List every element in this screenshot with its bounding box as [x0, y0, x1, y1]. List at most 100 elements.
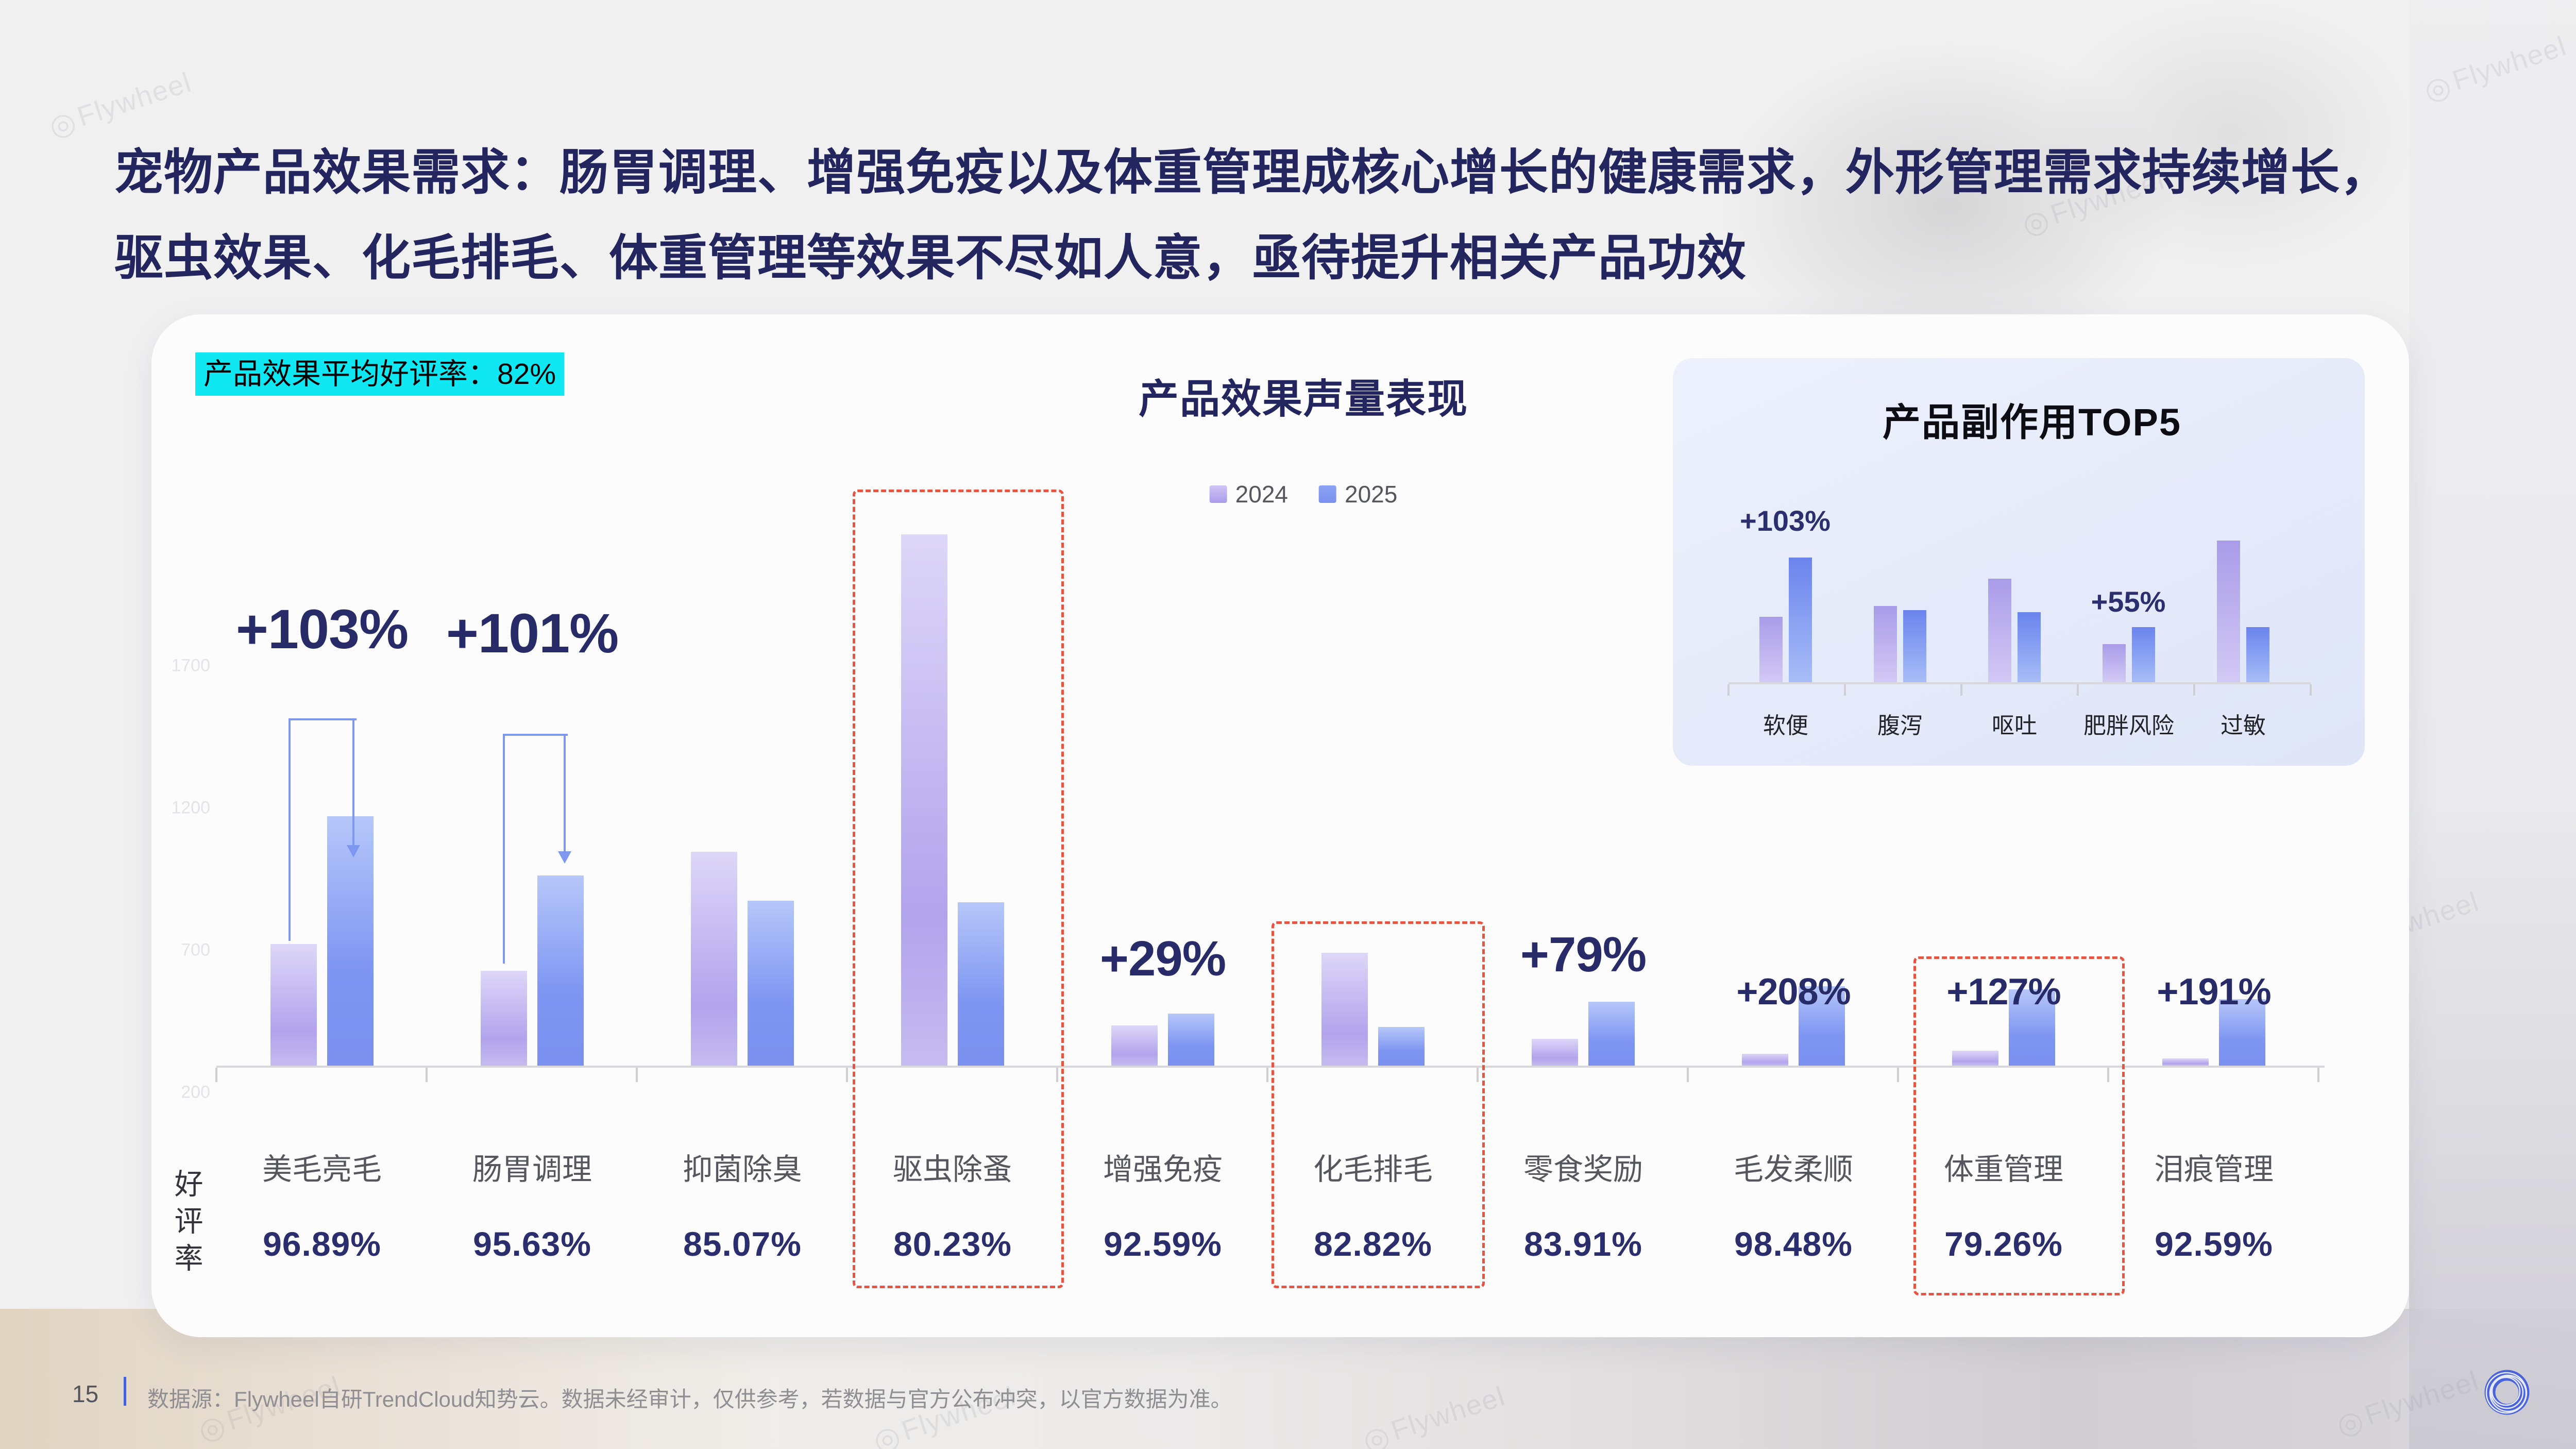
legend: 2024 2025: [1209, 480, 1397, 508]
bar-2024-毛发柔顺: [1742, 1054, 1788, 1066]
top5-bar-2025-软便: [1789, 558, 1812, 682]
main-axis-tick: [1266, 1068, 1268, 1082]
growth-bracket-0: [289, 718, 357, 941]
top5-category-label-肥胖风险: 肥胖风险: [2083, 713, 2174, 738]
bar-2025-增强免疫: [1168, 1014, 1214, 1066]
growth-label-增强免疫: +29%: [1099, 931, 1226, 986]
top5-growth-label-肥胖风险: +55%: [2091, 585, 2166, 618]
highlight-box-化毛排毛: [1272, 921, 1485, 1288]
rating-value-泪痕管理: 92.59%: [2155, 1225, 2273, 1263]
main-axis-tick: [846, 1068, 848, 1082]
legend-label-2024: 2024: [1235, 481, 1288, 508]
bar-2024-抑菌除臭: [691, 852, 737, 1066]
rating-value-体重管理: 79.26%: [1944, 1225, 2063, 1263]
legend-swatch-2024: [1209, 485, 1227, 503]
top5-bar-2024-过敏: [2217, 541, 2240, 682]
top5-category-label-过敏: 过敏: [2221, 713, 2266, 738]
top5-axis-tick: [2077, 684, 2079, 696]
rating-value-美毛亮毛: 96.89%: [263, 1225, 381, 1263]
bar-2024-泪痕管理: [2162, 1058, 2209, 1066]
growth-bracket-right-0: [352, 718, 354, 845]
rating-value-肠胃调理: 95.63%: [473, 1225, 591, 1263]
main-axis-tick: [1687, 1068, 1689, 1082]
main-axis-tick: [2107, 1068, 2109, 1082]
category-label-体重管理: 体重管理: [1943, 1153, 2064, 1186]
main-axis-tick: [636, 1068, 638, 1082]
main-axis-tick: [215, 1068, 217, 1082]
top5-bar-2025-肥胖风险: [2132, 627, 2155, 682]
main-axis-tick: [426, 1068, 428, 1082]
category-label-毛发柔顺: 毛发柔顺: [1733, 1153, 1854, 1186]
bar-2024-美毛亮毛: [270, 944, 317, 1066]
category-label-泪痕管理: 泪痕管理: [2154, 1153, 2274, 1186]
bar-2024-增强免疫: [1111, 1025, 1158, 1066]
bar-2025-美毛亮毛: [327, 816, 374, 1066]
growth-label-体重管理: +127%: [1946, 971, 2061, 1013]
legend-item-2024: 2024: [1209, 480, 1288, 508]
rating-value-驱虫除蚤: 80.23%: [893, 1225, 1012, 1263]
y-axis-tick-label: 1700: [171, 655, 210, 676]
footer-divider: [124, 1377, 126, 1406]
category-label-化毛排毛: 化毛排毛: [1313, 1153, 1433, 1186]
y-axis-tick-label: 1200: [171, 798, 210, 818]
growth-bracket-1: [503, 734, 568, 964]
growth-label-美毛亮毛: +103%: [235, 598, 409, 660]
highlight-box-驱虫除蚤: [853, 490, 1064, 1288]
top5-bar-2025-过敏: [2246, 627, 2269, 682]
growth-label-零食奖励: +79%: [1520, 927, 1647, 982]
main-axis-tick: [2317, 1068, 2319, 1082]
category-label-抑菌除臭: 抑菌除臭: [682, 1153, 803, 1186]
category-label-驱虫除蚤: 驱虫除蚤: [892, 1153, 1013, 1186]
top5-bar-2024-肥胖风险: [2103, 644, 2126, 682]
side-effects-title: 产品副作用TOP5: [1883, 401, 2181, 444]
bar-2025-驱虫除蚤: [958, 902, 1004, 1066]
y-axis-tick-label: 200: [181, 1082, 210, 1102]
main-chart-title: 产品效果声量表现: [1138, 376, 1469, 422]
top5-bar-2024-呕吐: [1988, 579, 2011, 682]
page-number: 15: [72, 1380, 99, 1407]
background-right-strip: [2409, 0, 2576, 1449]
top5-bar-2025-呕吐: [2018, 612, 2041, 682]
bar-2025-化毛排毛: [1378, 1027, 1425, 1066]
top5-axis-tick: [1727, 684, 1730, 696]
category-label-零食奖励: 零食奖励: [1523, 1153, 1643, 1186]
footer-note: 数据源：Flywheel自研TrendCloud知势云。数据未经审计，仅供参考，…: [147, 1387, 1232, 1411]
legend-item-2025: 2025: [1319, 480, 1397, 508]
bar-2025-抑菌除臭: [748, 901, 794, 1066]
side-effects-panel: [1673, 358, 2365, 766]
growth-bracket-right-1: [564, 734, 566, 851]
legend-label-2025: 2025: [1345, 481, 1398, 508]
growth-arrow-icon-0: [347, 845, 360, 857]
ratings-axis-label: 好评率: [171, 1169, 203, 1280]
bar-2024-化毛排毛: [1321, 953, 1368, 1066]
bar-2025-泪痕管理: [2219, 999, 2265, 1066]
top5-x-axis: [1728, 682, 2311, 684]
top5-axis-tick: [2193, 684, 2195, 696]
bar-2024-驱虫除蚤: [901, 534, 947, 1066]
top5-category-label-呕吐: 呕吐: [1992, 713, 2037, 738]
rating-value-零食奖励: 83.91%: [1524, 1225, 1642, 1263]
flywheel-swirl-logo: [2484, 1370, 2530, 1415]
growth-label-肠胃调理: +101%: [446, 602, 619, 664]
y-axis-tick-label: 700: [181, 940, 210, 960]
category-label-肠胃调理: 肠胃调理: [472, 1153, 592, 1186]
growth-label-毛发柔顺: +208%: [1736, 971, 1851, 1013]
rating-value-抑菌除臭: 85.07%: [683, 1225, 802, 1263]
rating-value-毛发柔顺: 98.48%: [1734, 1225, 1853, 1263]
bar-2025-肠胃调理: [537, 875, 584, 1066]
top5-axis-tick: [2310, 684, 2312, 696]
rating-value-化毛排毛: 82.82%: [1314, 1225, 1432, 1263]
bar-2024-体重管理: [1952, 1051, 1998, 1066]
bar-2024-零食奖励: [1532, 1039, 1578, 1066]
top5-bar-2024-软便: [1759, 617, 1783, 682]
growth-label-泪痕管理: +191%: [2157, 971, 2271, 1013]
legend-swatch-2025: [1319, 485, 1336, 503]
bar-2025-体重管理: [2009, 989, 2055, 1066]
average-rating-badge: 产品效果平均好评率：82%: [195, 352, 565, 396]
top5-growth-label-软便: +103%: [1740, 504, 1831, 537]
growth-arrow-icon-1: [558, 851, 571, 864]
top5-category-label-腹泻: 腹泻: [1877, 713, 1923, 738]
page-title: 宠物产品效果需求：肠胃调理、增强免疫以及体重管理成核心增长的健康需求，外形管理需…: [114, 145, 2390, 285]
highlight-box-体重管理: [1913, 956, 2125, 1295]
